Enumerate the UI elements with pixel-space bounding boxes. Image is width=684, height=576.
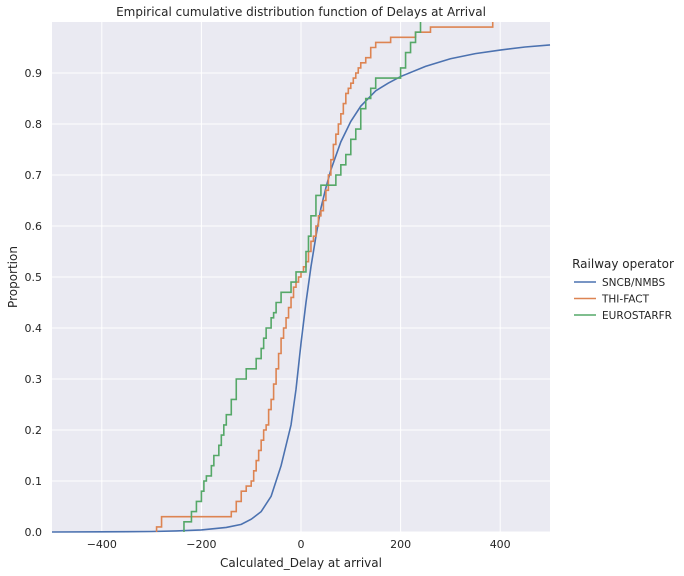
legend-label: SNCB/NMBS [602, 277, 666, 289]
y-tick-label: 0.4 [25, 322, 43, 335]
y-tick-label: 0.3 [25, 373, 43, 386]
x-tick-label: 0 [298, 538, 305, 551]
y-axis-ticks: 0.0 0.1 0.2 0.3 0.4 0.5 0.6 0.7 0.8 0.9 [25, 67, 43, 539]
y-tick-label: 0.1 [25, 475, 43, 488]
x-tick-label: −200 [186, 538, 216, 551]
legend-label: EUROSTARFR [602, 310, 672, 322]
y-tick-label: 0.2 [25, 424, 43, 437]
chart-title: Empirical cumulative distribution functi… [116, 5, 486, 19]
y-tick-label: 0.7 [25, 169, 43, 182]
x-tick-label: −400 [87, 538, 117, 551]
y-tick-label: 0.5 [25, 271, 43, 284]
legend-label: THI-FACT [601, 294, 650, 306]
x-tick-label: 400 [490, 538, 511, 551]
y-tick-label: 0.8 [25, 118, 43, 131]
x-tick-label: 200 [390, 538, 411, 551]
series-line-sncb-nmbs [51, 44, 551, 533]
y-axis-label: Proportion [6, 246, 20, 308]
legend: Railway operator SNCB/NMBS THI-FACT EUROST… [572, 257, 674, 322]
y-tick-label: 0.6 [25, 220, 43, 233]
x-axis-ticks: −400 −200 0 200 400 [87, 538, 511, 551]
series-line-eurostarfr [183, 22, 422, 532]
y-tick-label: 0.9 [25, 67, 43, 80]
legend-title: Railway operator [572, 257, 674, 271]
series-lines [51, 22, 551, 533]
x-axis-label: Calculated_Delay at arrival [220, 556, 382, 570]
y-tick-label: 0.0 [25, 526, 43, 539]
